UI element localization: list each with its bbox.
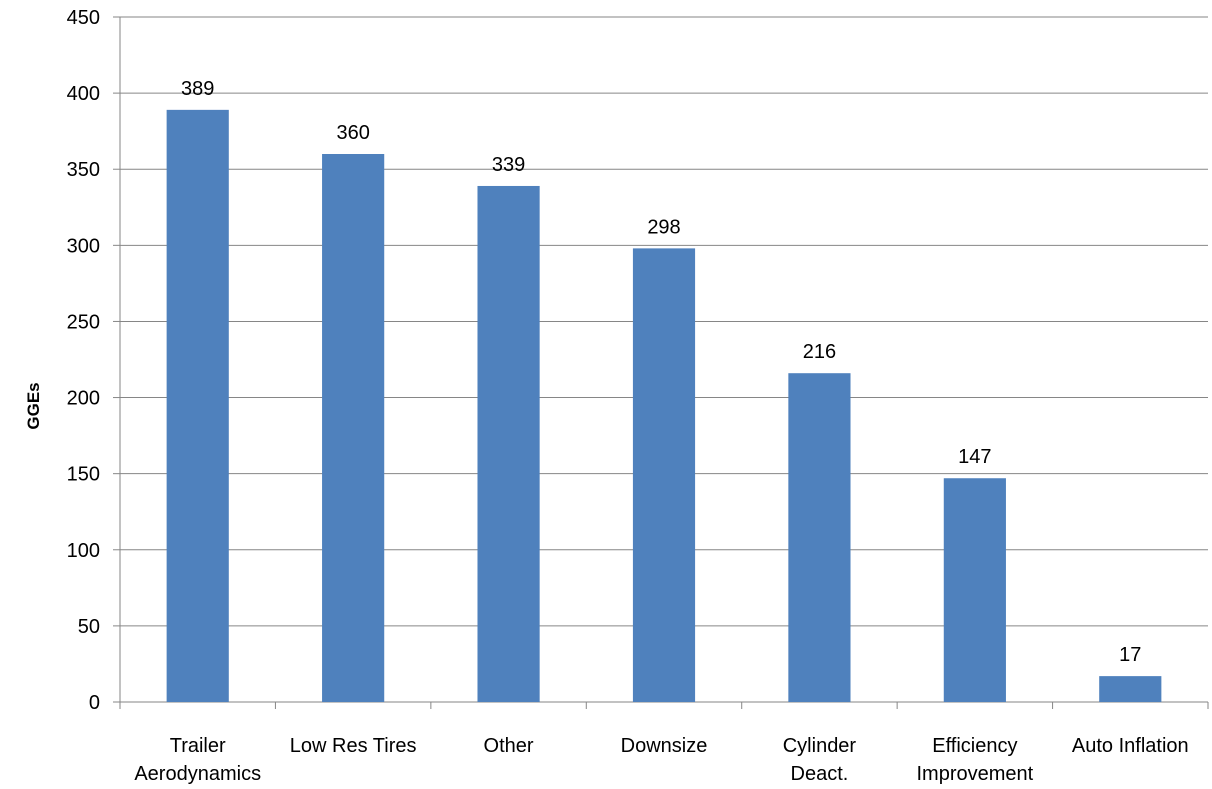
data-label: 298: [647, 216, 680, 238]
bar: [322, 154, 385, 702]
y-tick-label: 450: [67, 7, 100, 29]
x-tick-label: Improvement: [916, 763, 1033, 785]
data-label: 216: [803, 341, 836, 363]
data-label: 389: [181, 78, 214, 100]
y-tick-label: 0: [89, 692, 100, 714]
y-tick-label: 200: [67, 388, 100, 410]
y-tick-labels: 0 50 100 150 200 250 300 350 400 450: [67, 7, 100, 714]
y-tick-label: 350: [67, 159, 100, 181]
x-tick-label: Low Res Tires: [290, 735, 417, 757]
x-tick-label: Efficiency: [932, 735, 1017, 757]
x-tick-label: Deact.: [791, 763, 849, 785]
y-tick-label: 250: [67, 311, 100, 333]
y-tick-label: 300: [67, 235, 100, 257]
data-label: 17: [1119, 644, 1141, 666]
bar: [943, 478, 1006, 702]
x-tick-label: Other: [484, 735, 534, 757]
bar: [477, 185, 540, 702]
x-tick-label: Downsize: [621, 735, 708, 757]
y-tick-label: 50: [78, 616, 100, 638]
x-tick-labels: Trailer Aerodynamics Low Res Tires Other Dow…: [134, 735, 1188, 785]
bar: [166, 109, 229, 703]
data-label: 147: [958, 446, 991, 468]
x-tick-label: Aerodynamics: [134, 763, 261, 785]
y-axis-title: GGEs: [24, 382, 43, 429]
x-tick-label: Cylinder: [783, 735, 857, 757]
bar: [1099, 676, 1162, 702]
bar: [788, 373, 851, 702]
y-tick-label: 150: [67, 464, 100, 486]
data-label: 360: [336, 122, 369, 144]
x-tick-label: Auto Inflation: [1072, 735, 1189, 757]
y-tick-label: 100: [67, 540, 100, 562]
x-tick-label: Trailer: [170, 735, 226, 757]
data-labels: 389 360 339 298 216 147 17: [181, 78, 1141, 666]
bars: [166, 109, 1162, 703]
data-label: 339: [492, 154, 525, 176]
y-tick-label: 400: [67, 83, 100, 105]
bar: [632, 248, 696, 702]
